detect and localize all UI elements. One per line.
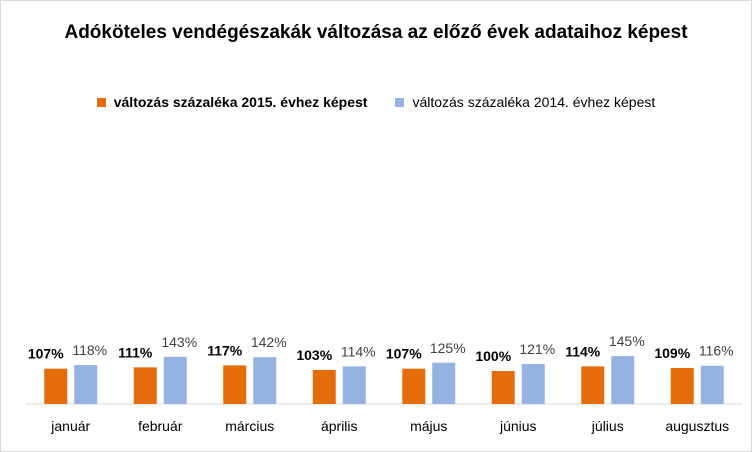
bar-2015-6 [581,366,605,404]
data-label-2014-2: 142% [251,334,287,350]
x-tick-label-4: május [410,418,447,434]
legend-label-2014: változás százaléka 2014. évhez képest [412,94,656,110]
bar-2015-3 [312,370,336,404]
bar-2014-2 [253,357,277,404]
data-label-2014-3: 114% [341,343,376,359]
bar-2014-7 [700,365,724,404]
bar-2015-2 [223,365,247,404]
data-label-2015-5: 100% [475,348,511,364]
x-tick-label-2: március [225,418,274,434]
legend-item-2015: változás százaléka 2015. évhez képest [96,94,368,110]
chart-title: Adóköteles vendégészakák változása az el… [0,20,752,46]
bar-2015-1 [133,367,157,404]
data-label-2014-5: 121% [519,341,555,357]
legend-label-2015: változás százaléka 2015. évhez képest [113,94,368,110]
bar-2015-5 [491,371,515,404]
bar-2015-4 [402,368,426,404]
x-tick-label-6: július [591,418,624,434]
data-label-2014-0: 118% [72,342,107,358]
bar-2014-3 [342,366,366,404]
data-label-2015-7: 109% [654,345,690,361]
x-tick-label-5: június [499,418,537,434]
data-label-2014-1: 143% [161,334,197,350]
bar-2014-4 [432,362,456,404]
legend-swatch-2015 [96,97,106,107]
x-tick-label-1: február [138,418,183,434]
bar-2015-0 [44,368,68,404]
data-label-2015-0: 107% [28,346,64,362]
bar-2015-7 [670,368,694,404]
x-tick-label-0: január [50,418,90,434]
data-label-2014-7: 116% [699,343,734,359]
bar-2014-5 [521,364,545,404]
bar-2014-1 [163,356,187,404]
x-tick-label-3: április [321,418,358,434]
bar-2014-6 [611,356,635,404]
bar-2014-0 [74,365,98,404]
data-label-2015-3: 103% [296,347,332,363]
legend-item-2014: változás százaléka 2014. évhez képest [395,94,655,110]
data-label-2015-1: 111% [118,344,153,360]
data-label-2015-2: 117% [207,342,243,358]
data-label-2015-4: 107% [386,346,422,362]
legend-swatch-2014 [395,97,405,107]
x-tick-label-7: augusztus [665,418,729,434]
data-label-2014-6: 145% [609,333,645,349]
data-label-2014-4: 125% [430,340,466,356]
data-label-2015-6: 114% [565,343,601,359]
chart-legend: változás százaléka 2015. évhez képest vá… [0,92,752,112]
chart-title-text: Adóköteles vendégészakák változása az el… [64,22,688,43]
